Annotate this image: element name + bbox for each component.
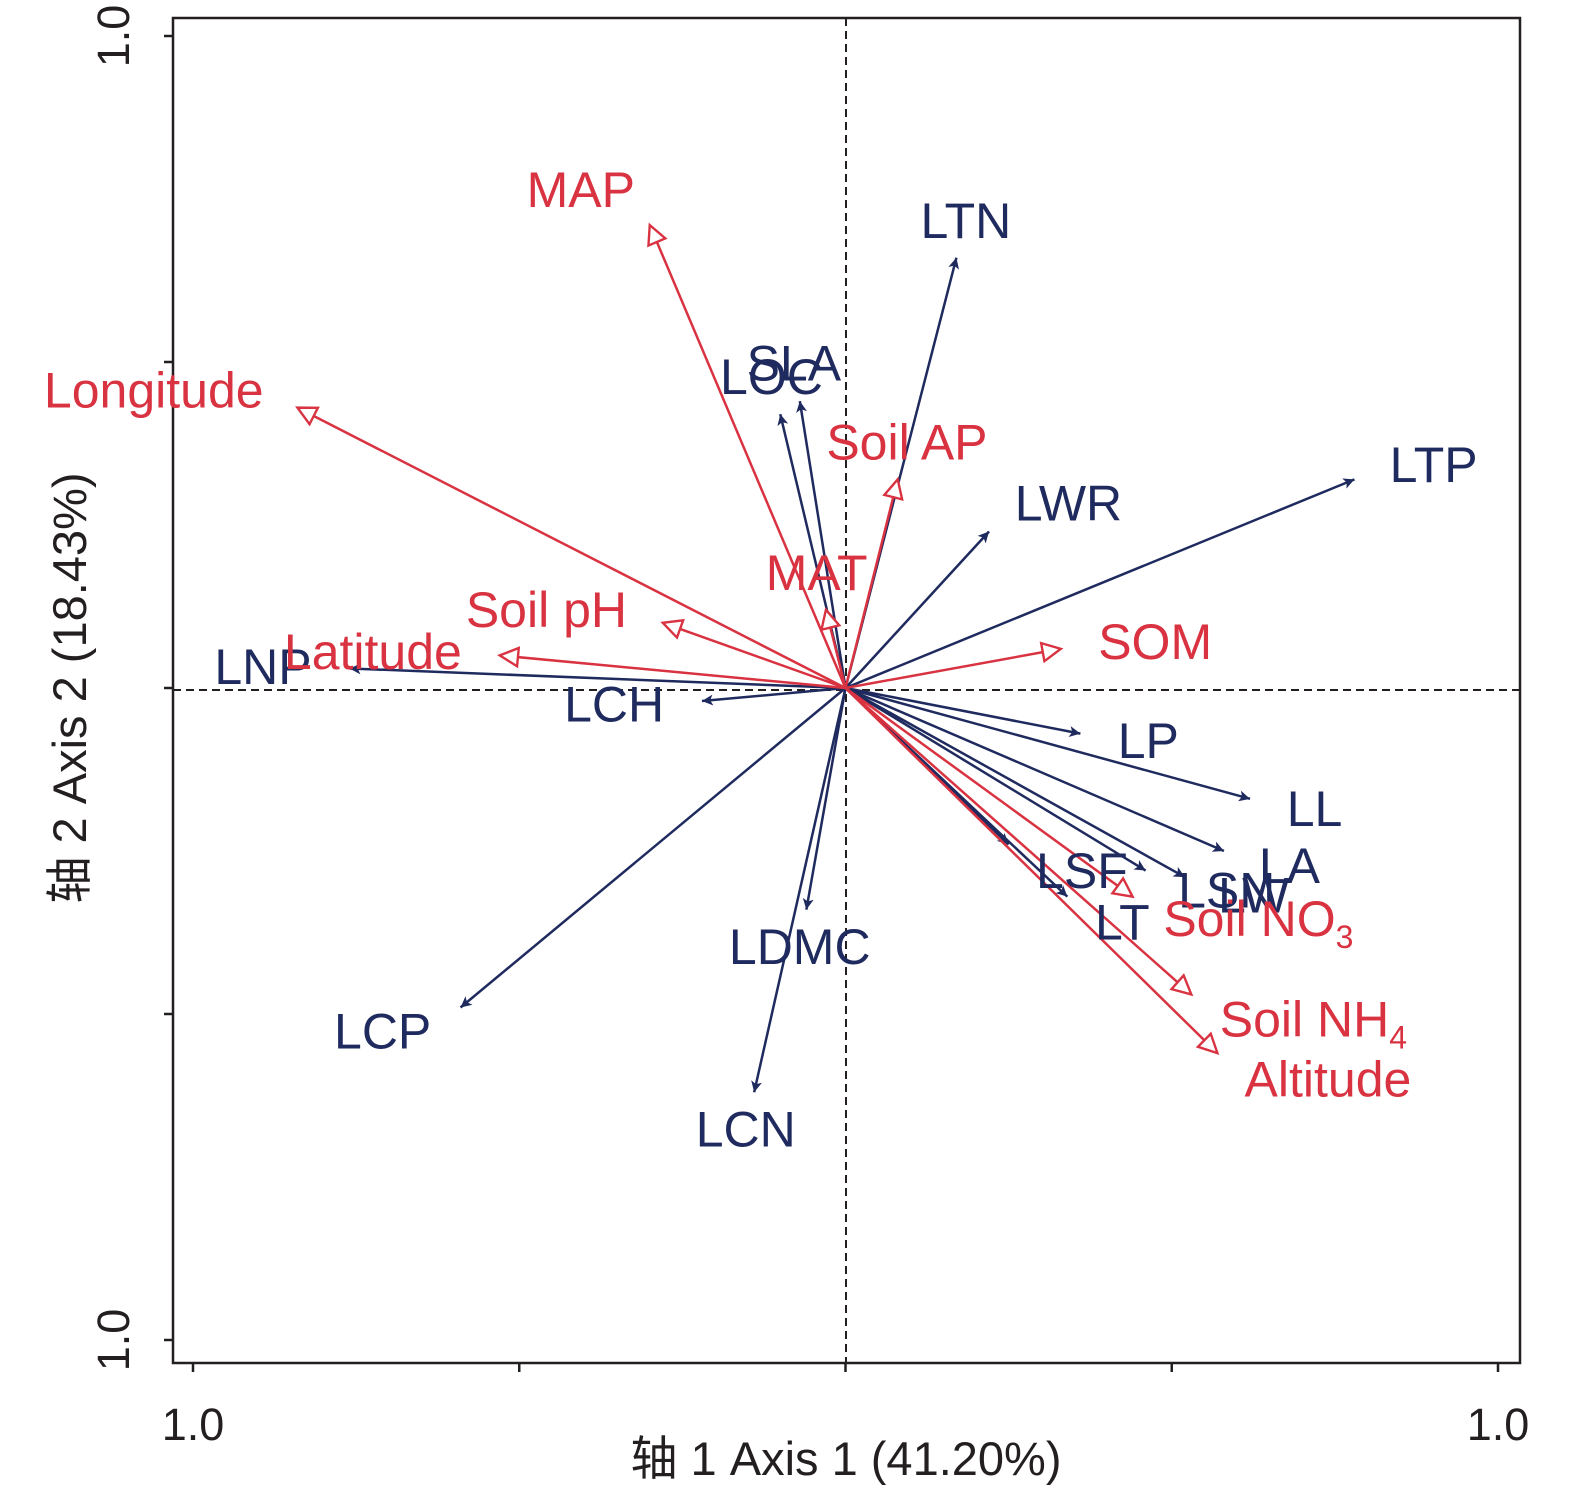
label-lw: LW bbox=[1218, 868, 1290, 924]
label-lp: LP bbox=[1118, 713, 1179, 769]
vector-lw bbox=[844, 686, 1186, 879]
vector-la bbox=[845, 686, 1225, 853]
vector-ldmc bbox=[802, 687, 847, 910]
y-tick-label-max: 1.0 bbox=[88, 5, 139, 68]
label-mat: MAT bbox=[766, 545, 868, 601]
vector-latitude bbox=[500, 655, 846, 690]
axis-ticks bbox=[164, 34, 1500, 1372]
label-lt: LT bbox=[1095, 895, 1150, 951]
vector-soil-nh4 bbox=[844, 687, 1192, 994]
vector-map bbox=[650, 225, 847, 689]
label-soil-ph: Soil pH bbox=[466, 582, 627, 638]
label-longitude: Longitude bbox=[44, 362, 264, 418]
label-lnp: LNP bbox=[214, 639, 311, 695]
y-tick-label-min: 1.0 bbox=[88, 1309, 139, 1372]
label-altitude: Altitude bbox=[1245, 1052, 1412, 1108]
label-lch: LCH bbox=[564, 676, 664, 732]
label-soil-ap: Soil AP bbox=[826, 414, 987, 470]
vectors-layer bbox=[297, 225, 1355, 1093]
vector-altitude bbox=[844, 687, 1218, 1053]
vector-lcp bbox=[459, 687, 847, 1009]
vector-longitude bbox=[297, 408, 847, 690]
label-ll: LL bbox=[1287, 781, 1343, 837]
vector-lcn bbox=[751, 687, 847, 1093]
vector-soil-no3 bbox=[844, 686, 1133, 897]
vector-mat bbox=[826, 610, 847, 689]
vector-lp bbox=[845, 686, 1081, 737]
label-la: LA bbox=[1259, 838, 1321, 894]
vector-lwr bbox=[844, 530, 990, 689]
vector-sla bbox=[796, 400, 847, 689]
y-axis-title: 轴 2 Axis 2 (18.43%) bbox=[43, 472, 96, 903]
label-ldmc: LDMC bbox=[729, 919, 871, 975]
vector-ltp bbox=[845, 478, 1355, 690]
label-lcn: LCN bbox=[696, 1101, 796, 1157]
vector-soil-ap bbox=[844, 479, 898, 689]
label-lsf: LSF bbox=[1036, 843, 1128, 899]
label-ltn: LTN bbox=[921, 193, 1012, 249]
label-latitude: Latitude bbox=[284, 624, 462, 680]
label-som: SOM bbox=[1098, 614, 1212, 670]
vector-ll bbox=[845, 686, 1251, 802]
label-lsn: LSN bbox=[1178, 862, 1275, 918]
label-soil-no3: Soil NO3 bbox=[1163, 891, 1353, 955]
x-tick-label-max: 1.0 bbox=[1467, 1399, 1530, 1450]
label-soil-nh4: Soil NH4 bbox=[1220, 992, 1407, 1056]
vector-lsn bbox=[844, 686, 1147, 872]
label-lwr: LWR bbox=[1015, 476, 1122, 532]
x-tick-label-min: 1.0 bbox=[162, 1399, 225, 1450]
vector-som bbox=[845, 649, 1061, 690]
vector-lnp bbox=[349, 663, 846, 690]
x-axis-title: 轴 1 Axis 1 (41.20%) bbox=[630, 1432, 1061, 1485]
label-loc: LOC bbox=[720, 349, 823, 405]
vector-soil-ph bbox=[663, 623, 846, 690]
label-lcp: LCP bbox=[334, 1004, 431, 1060]
label-sla: SLA bbox=[747, 336, 842, 392]
label-map: MAP bbox=[527, 162, 635, 218]
label-ltp: LTP bbox=[1390, 437, 1478, 493]
vector-lch bbox=[701, 686, 846, 706]
